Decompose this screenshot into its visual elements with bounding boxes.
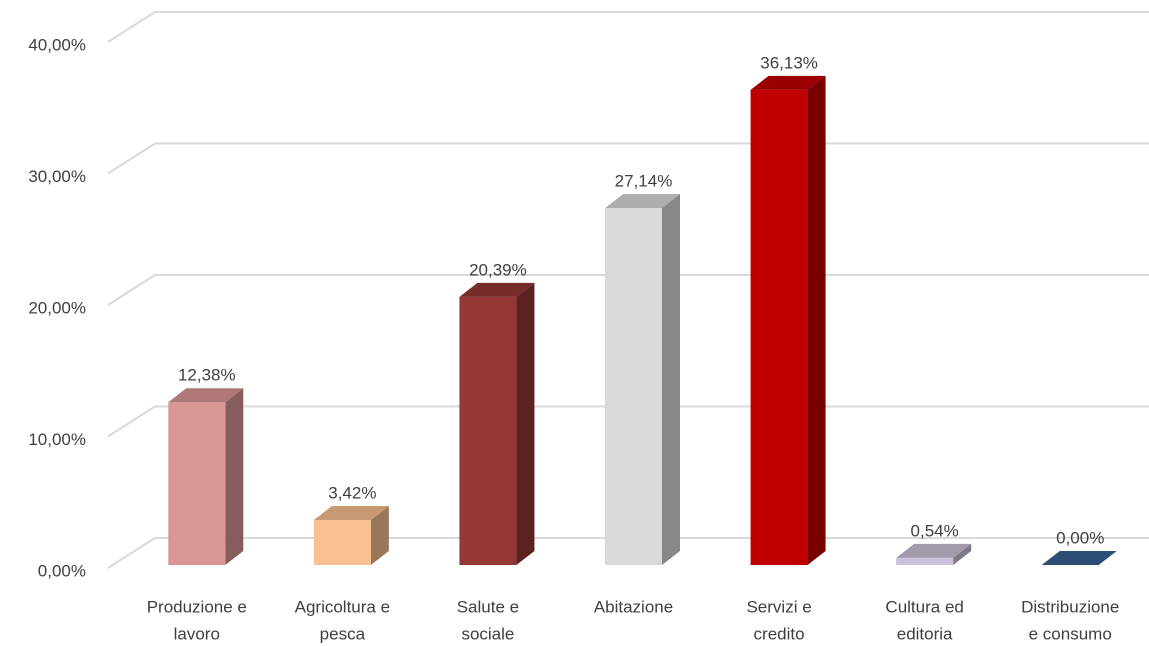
x-tick-label: Produzione e bbox=[147, 597, 247, 616]
y-tick-label: 20,00% bbox=[28, 298, 86, 317]
bar bbox=[313, 520, 371, 565]
bar-top bbox=[896, 543, 972, 558]
bar bbox=[459, 296, 517, 565]
x-tick-label: Cultura ed bbox=[885, 597, 963, 616]
bar-side bbox=[953, 543, 972, 565]
value-label: 36,13% bbox=[760, 53, 818, 72]
bar-side bbox=[516, 282, 535, 565]
bar bbox=[896, 557, 954, 565]
bar bbox=[168, 402, 226, 565]
grid-line bbox=[107, 11, 1149, 43]
bar bbox=[750, 89, 808, 565]
bar-side bbox=[807, 75, 826, 565]
x-tick-label: Agricoltura e bbox=[295, 597, 390, 616]
bar-top bbox=[750, 75, 826, 90]
y-tick-label: 10,00% bbox=[28, 430, 86, 449]
x-tick-label: Distribuzione bbox=[1021, 597, 1119, 616]
bar-top bbox=[459, 282, 535, 297]
x-tick-label: Salute e bbox=[457, 597, 519, 616]
value-label: 0,54% bbox=[911, 521, 959, 540]
x-tick-label: credito bbox=[754, 624, 805, 643]
x-tick-label: Abitazione bbox=[594, 597, 673, 616]
value-label: 27,14% bbox=[615, 172, 673, 191]
x-tick-label: sociale bbox=[461, 624, 514, 643]
x-tick-label: editoria bbox=[897, 624, 953, 643]
value-label: 0,00% bbox=[1056, 528, 1104, 547]
bar-top bbox=[1041, 551, 1117, 565]
y-tick-label: 30,00% bbox=[28, 167, 86, 186]
x-tick-label: lavoro bbox=[174, 624, 220, 643]
bar-side bbox=[225, 388, 244, 565]
x-tick-label: Servizi e bbox=[746, 597, 811, 616]
value-label: 3,42% bbox=[328, 484, 376, 503]
bar-side bbox=[370, 506, 389, 565]
bar-side bbox=[662, 194, 680, 565]
y-tick-label: 0,00% bbox=[38, 561, 86, 580]
bar bbox=[605, 208, 662, 565]
bar-top bbox=[605, 194, 680, 209]
value-label: 12,38% bbox=[178, 366, 236, 385]
grid-line bbox=[107, 142, 1149, 175]
x-tick-label: pesca bbox=[320, 624, 366, 643]
value-label: 20,39% bbox=[469, 260, 527, 279]
bar-top bbox=[168, 388, 244, 403]
x-tick-label: e consumo bbox=[1029, 624, 1112, 643]
y-tick-label: 40,00% bbox=[28, 35, 86, 54]
bar-top bbox=[313, 506, 389, 521]
